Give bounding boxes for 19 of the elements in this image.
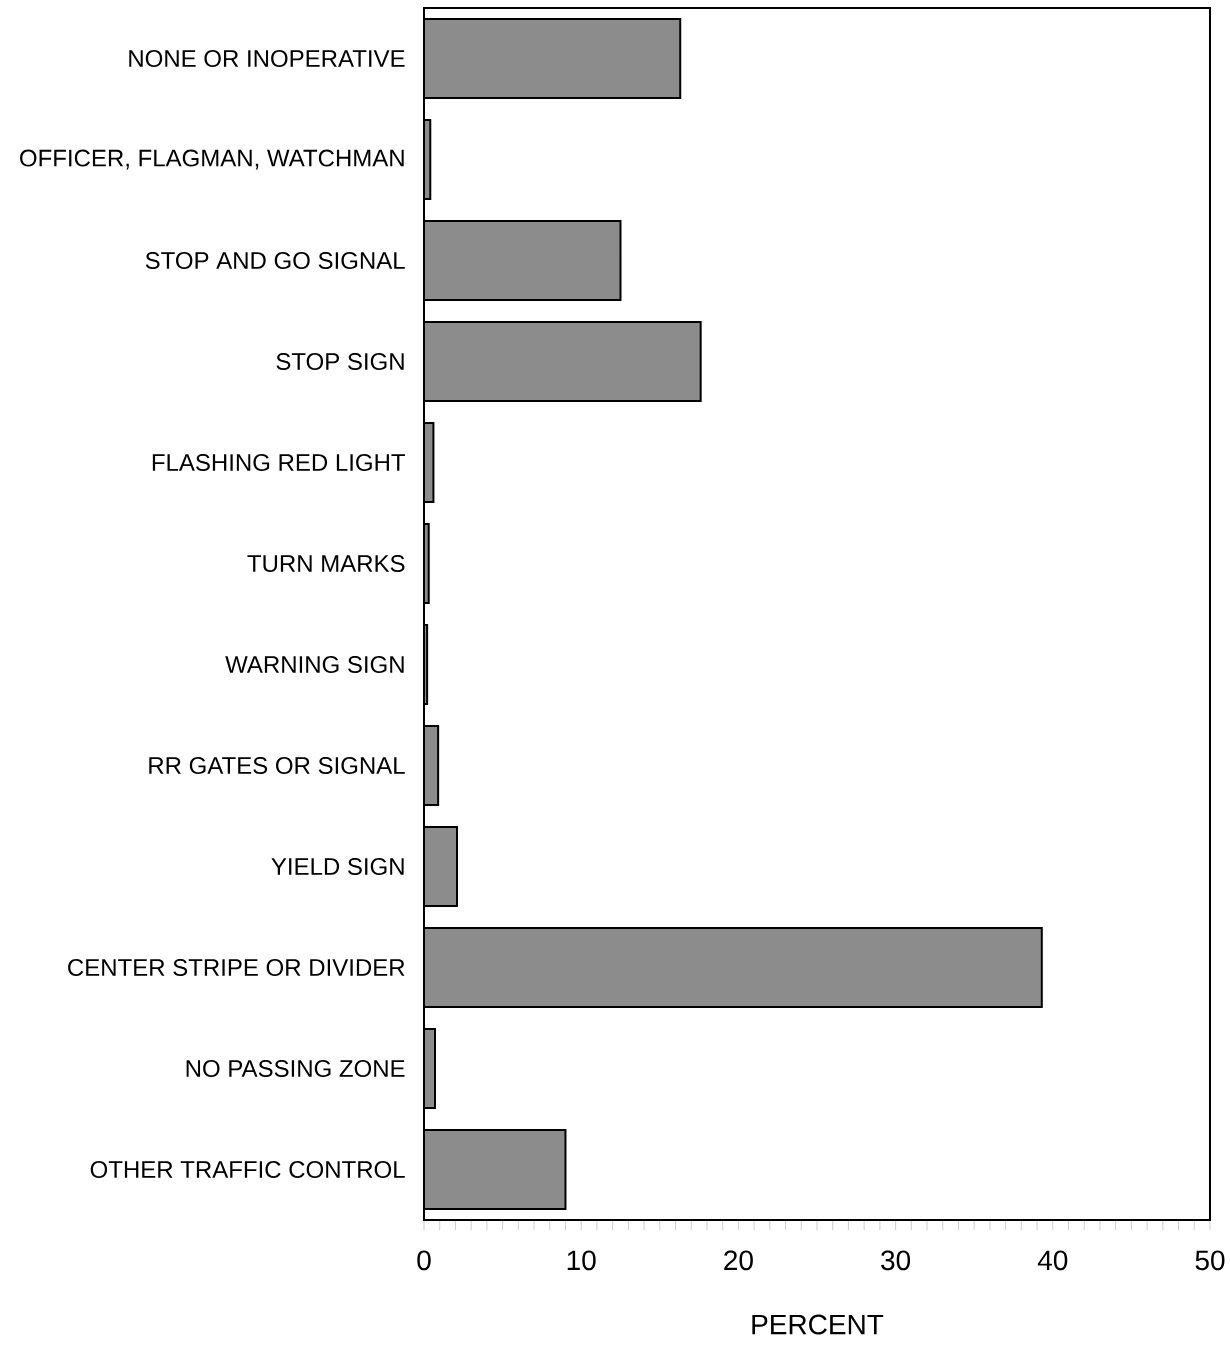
y-tick-label: OFFICER, FLAGMAN, WATCHMAN: [20, 149, 404, 170]
y-tick-label: STOP SIGN: [276, 353, 404, 370]
y-tick-label: WARNING SIGN: [225, 656, 404, 673]
x-tick-label: 10: [567, 1250, 596, 1271]
y-tick-label: STOP AND GO SIGNAL: [145, 252, 405, 269]
y-tick-label: FLASHING RED LIGHT: [152, 454, 406, 471]
y-tick-label: TURN MARKS: [247, 555, 405, 572]
y-tick-label: NO PASSING ZONE: [186, 1060, 405, 1077]
y-tick-label: OTHER TRAFFIC CONTROL: [90, 1161, 405, 1178]
y-tick-label: RR GATES OR SIGNAL: [149, 757, 405, 774]
y-tick-label: CENTER STRIPE OR DIVIDER: [68, 959, 405, 976]
x-tick-label: 40: [1037, 1250, 1068, 1271]
x-axis-title: PERCENT: [752, 1314, 884, 1335]
y-tick-label: NONE OR INOPERATIVE: [129, 50, 405, 67]
y-tick-label: YIELD SIGN: [271, 858, 404, 875]
x-tick-label: 30: [881, 1250, 911, 1271]
x-tick-label: 0: [417, 1250, 431, 1271]
x-tick-label: 50: [1195, 1250, 1225, 1271]
x-tick-label: 20: [724, 1250, 753, 1271]
